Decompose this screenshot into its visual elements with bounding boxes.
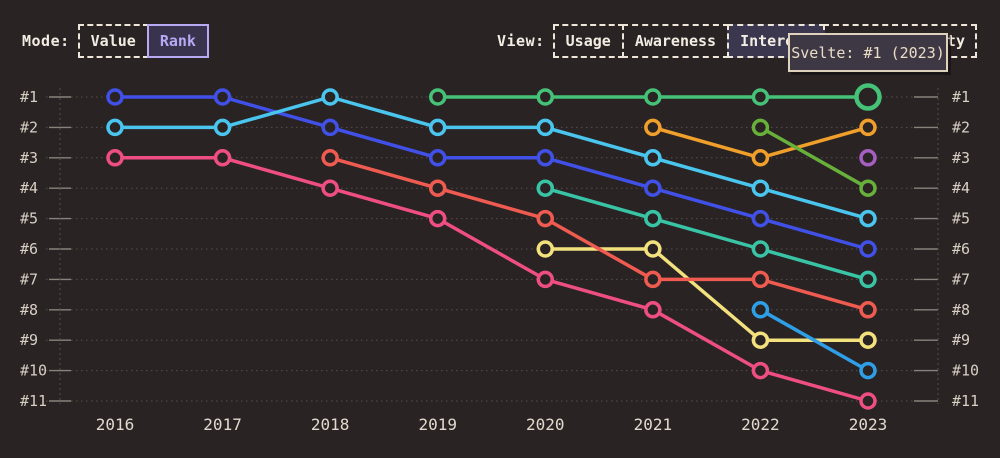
series-line-teal [543, 186, 870, 282]
data-point-salmon-2018[interactable] [321, 149, 339, 167]
data-point-salmon-2022[interactable] [751, 270, 770, 289]
data-point-olive-green-2022[interactable] [751, 118, 770, 137]
x-axis-label-2017: 2017 [203, 415, 242, 434]
rank-label-right-9: #9 [952, 331, 970, 349]
data-point-green-svelte-2020[interactable] [536, 88, 555, 106]
data-point-yellow-2020[interactable] [536, 240, 555, 258]
data-point-salmon-2020[interactable] [536, 209, 555, 228]
data-point-purple-2023[interactable] [859, 149, 877, 167]
data-point-cyan-2022[interactable] [751, 179, 770, 197]
data-point-cyan-2020[interactable] [536, 118, 555, 137]
data-point-teal-2020[interactable] [536, 179, 555, 197]
data-point-salmon-2021[interactable] [644, 270, 662, 289]
data-point-cyan-2016[interactable] [106, 118, 124, 137]
data-point-green-svelte-2022[interactable] [751, 88, 770, 106]
data-point-indigo-blue-2023[interactable] [859, 240, 877, 258]
data-point-teal-2022[interactable] [751, 240, 770, 258]
tooltip: Svelte: #1 (2023) [788, 33, 948, 72]
rank-label-right-11: #11 [952, 392, 979, 410]
x-axis-label-2019: 2019 [418, 415, 457, 434]
data-point-orange-2022[interactable] [751, 149, 770, 167]
rank-label-right-2: #2 [952, 118, 970, 136]
rank-label-left-5: #5 [20, 210, 38, 228]
data-point-pink-2018[interactable] [321, 179, 339, 197]
data-point-teal-2021[interactable] [644, 209, 662, 228]
data-point-indigo-blue-2021[interactable] [644, 179, 662, 197]
rank-label-left-9: #9 [20, 331, 38, 349]
data-point-yellow-2021[interactable] [644, 240, 662, 258]
rank-label-right-5: #5 [952, 210, 970, 228]
rank-label-right-1: #1 [952, 88, 970, 106]
rank-label-right-10: #10 [952, 362, 979, 380]
data-point-pink-2019[interactable] [428, 209, 447, 228]
data-point-cyan-2019[interactable] [428, 118, 447, 137]
series-line-indigo-blue [113, 95, 870, 251]
rank-label-left-8: #8 [20, 301, 38, 319]
rank-label-right-6: #6 [952, 240, 970, 258]
rank-label-right-3: #3 [952, 149, 970, 167]
series-line-olive-green [758, 125, 870, 190]
rank-label-left-1: #1 [20, 88, 38, 106]
rank-label-left-11: #11 [20, 392, 47, 410]
rank-label-left-3: #3 [20, 149, 38, 167]
data-point-indigo-blue-2020[interactable] [536, 149, 555, 167]
x-axis-label-2021: 2021 [634, 415, 673, 434]
data-point-orange-2023[interactable] [859, 118, 877, 137]
view-label: View: [497, 32, 545, 50]
rank-label-left-10: #10 [20, 362, 47, 380]
data-point-cyan-2017[interactable] [213, 118, 232, 137]
data-point-indigo-blue-2016[interactable] [106, 88, 124, 106]
data-point-bright-blue-2023[interactable] [859, 361, 877, 380]
rank-label-left-4: #4 [20, 179, 38, 197]
data-point-indigo-blue-2022[interactable] [751, 209, 770, 228]
data-point-pink-2022[interactable] [751, 361, 770, 380]
data-point-indigo-blue-2017[interactable] [213, 88, 232, 106]
series-line-pink [113, 156, 870, 403]
x-axis-label-2022: 2022 [741, 415, 780, 434]
data-point-green-svelte-2019[interactable] [428, 88, 447, 106]
rank-label-left-2: #2 [20, 118, 38, 136]
data-point-pink-2017[interactable] [213, 149, 232, 167]
rank-label-left-6: #6 [20, 240, 38, 258]
data-point-pink-2020[interactable] [536, 270, 555, 289]
series-line-bright-blue [758, 308, 870, 373]
data-point-pink-2023[interactable] [859, 392, 877, 410]
data-point-green-svelte-2023[interactable] [854, 83, 882, 111]
data-point-green-svelte-2021[interactable] [644, 88, 662, 106]
data-point-pink-2016[interactable] [106, 149, 124, 167]
data-point-yellow-2022[interactable] [751, 331, 770, 349]
series-line-cyan [113, 95, 870, 221]
rank-label-left-7: #7 [20, 270, 38, 288]
data-point-salmon-2023[interactable] [859, 301, 877, 319]
data-point-teal-2023[interactable] [859, 270, 877, 289]
tooltip-text: Svelte: #1 (2023) [791, 43, 945, 62]
mode-label: Mode: [22, 32, 70, 50]
rank-label-right-7: #7 [952, 270, 970, 288]
mode-option-rank[interactable]: Rank [146, 24, 209, 58]
rank-label-right-8: #8 [952, 301, 970, 319]
data-point-cyan-2018[interactable] [321, 88, 339, 106]
data-point-yellow-2023[interactable] [859, 331, 877, 349]
data-point-indigo-blue-2018[interactable] [321, 118, 339, 137]
data-point-orange-2021[interactable] [644, 118, 662, 137]
data-point-olive-green-2023[interactable] [859, 179, 877, 197]
mode-toggle-group: Mode: Value Rank [22, 24, 209, 58]
x-axis-label-2018: 2018 [311, 415, 350, 434]
data-point-salmon-2019[interactable] [428, 179, 447, 197]
data-point-cyan-2021[interactable] [644, 149, 662, 167]
rank-label-right-4: #4 [952, 179, 970, 197]
data-point-cyan-2023[interactable] [859, 209, 877, 228]
data-point-pink-2021[interactable] [644, 301, 662, 319]
x-axis-label-2023: 2023 [849, 415, 888, 434]
data-point-indigo-blue-2019[interactable] [428, 149, 447, 167]
x-axis-label-2016: 2016 [96, 415, 135, 434]
x-axis-label-2020: 2020 [526, 415, 565, 434]
data-point-bright-blue-2022[interactable] [751, 301, 770, 319]
series-line-salmon [328, 156, 870, 312]
